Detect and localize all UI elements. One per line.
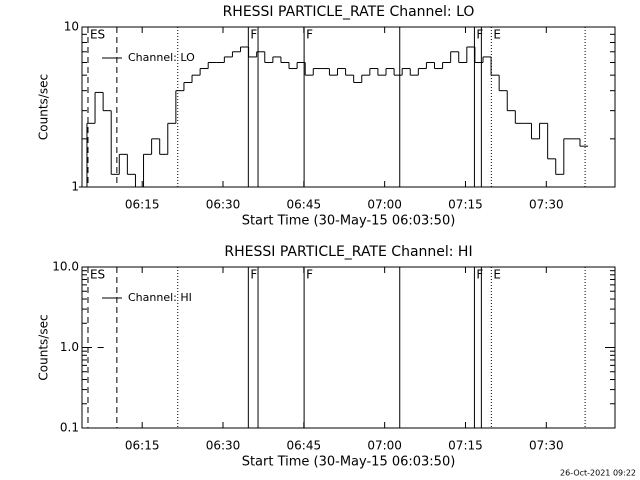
x-tick-label: 07:15 xyxy=(448,439,483,453)
y-tick-label: 0.1 xyxy=(60,421,79,435)
event-label: F xyxy=(476,268,483,282)
x-tick-label: 06:45 xyxy=(287,198,322,212)
event-label: ES xyxy=(90,28,105,42)
timestamp: 26-Oct-2021 09:22 xyxy=(560,469,636,478)
x-tick-label: 07:15 xyxy=(448,198,483,212)
x-tick-label: 07:30 xyxy=(529,439,564,453)
chart-title: RHESSI PARTICLE_RATE Channel: HI xyxy=(224,244,472,260)
x-tick-label: 07:30 xyxy=(529,198,564,212)
y-tick-label: 1.0 xyxy=(60,340,79,354)
x-axis-label: Start Time (30-May-15 06:03:50) xyxy=(242,455,456,470)
event-label: F xyxy=(306,268,313,282)
event-label: ES xyxy=(90,268,105,282)
x-tick-label: 06:30 xyxy=(206,198,241,212)
event-label: F xyxy=(250,28,257,42)
y-tick-label: 1 xyxy=(71,180,79,194)
legend-label: Channel: LO xyxy=(128,51,195,64)
x-tick-label: 06:30 xyxy=(206,439,241,453)
x-axis-label: Start Time (30-May-15 06:03:50) xyxy=(242,214,456,229)
y-axis-label: Counts/sec xyxy=(37,74,51,140)
event-label: F xyxy=(250,268,257,282)
y-axis-label: Counts/sec xyxy=(37,314,51,380)
event-label: F xyxy=(306,28,313,42)
event-label: E xyxy=(493,28,501,42)
x-tick-label: 06:15 xyxy=(125,198,160,212)
x-tick-label: 07:00 xyxy=(367,439,402,453)
x-tick-label: 06:45 xyxy=(287,439,322,453)
event-label: E xyxy=(493,268,501,282)
y-tick-label: 10 xyxy=(64,20,79,34)
legend-label: Channel: HI xyxy=(128,291,192,304)
event-label: F xyxy=(476,28,483,42)
y-tick-label: 10.0 xyxy=(52,260,79,274)
x-tick-label: 06:15 xyxy=(125,439,160,453)
x-tick-label: 07:00 xyxy=(367,198,402,212)
plot-frame xyxy=(81,26,616,188)
chart-title: RHESSI PARTICLE_RATE Channel: LO xyxy=(223,4,475,20)
